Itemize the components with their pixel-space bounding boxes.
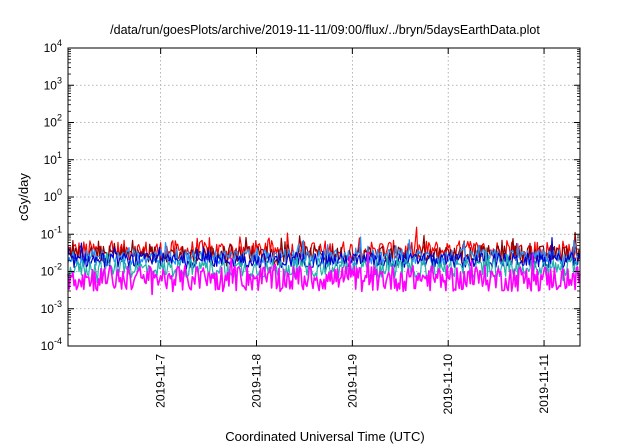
x-tick-label: 2019-11-10 bbox=[441, 354, 455, 415]
y-tick-label: 10-3 bbox=[41, 299, 62, 316]
y-tick-label: 10-1 bbox=[41, 224, 62, 241]
x-tick-label: 2019-11-8 bbox=[250, 354, 264, 408]
series-line bbox=[67, 236, 581, 267]
y-tick-label: 100 bbox=[44, 187, 62, 204]
x-tick-label: 2019-11-11 bbox=[537, 354, 551, 414]
x-tick-label: 2019-11-9 bbox=[345, 354, 359, 408]
y-tick-label: 103 bbox=[44, 75, 62, 92]
y-tick-label: 104 bbox=[44, 38, 62, 55]
x-axis-ticks: 2019-11-7 2019-11-8 2019-11-9 2019-11-10 201… bbox=[154, 48, 551, 415]
y-tick-label: 101 bbox=[44, 150, 62, 167]
series-group bbox=[67, 226, 581, 296]
grid-lines bbox=[68, 48, 580, 346]
y-tick-label: 10-2 bbox=[41, 262, 62, 279]
series-line bbox=[67, 251, 581, 296]
y-axis-label: cGy/day bbox=[16, 173, 31, 221]
y-axis-ticks: 10-4 10-3 10-2 10-1 100 101 102 103 104 bbox=[41, 38, 580, 353]
chart-title: /data/run/goesPlots/archive/2019-11-11/0… bbox=[110, 23, 540, 37]
y-tick-label: 10-4 bbox=[41, 336, 62, 353]
x-tick-label: 2019-11-7 bbox=[154, 354, 168, 408]
x-axis-label: Coordinated Universal Time (UTC) bbox=[225, 429, 424, 444]
y-tick-label: 102 bbox=[44, 113, 62, 130]
